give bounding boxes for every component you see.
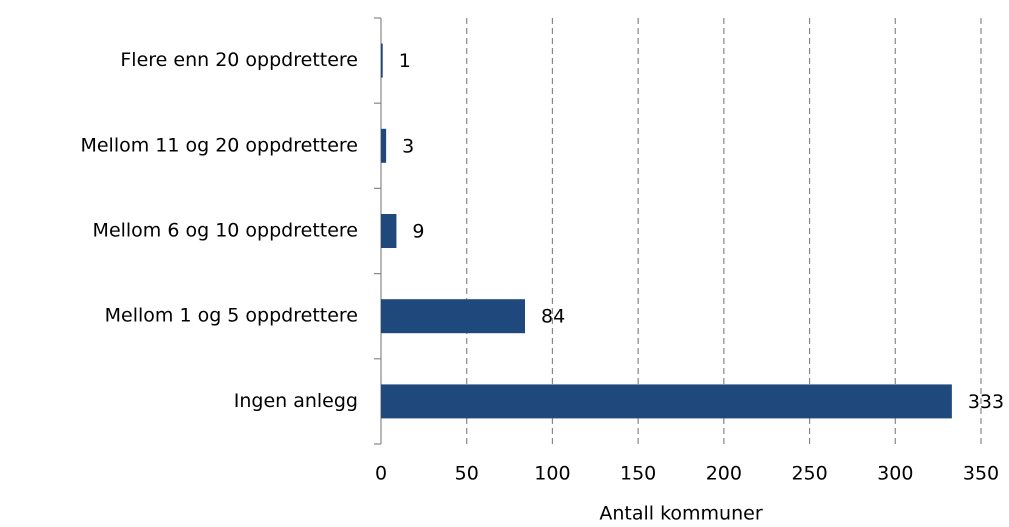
y-tick-label: Flere enn 20 oppdrettere <box>120 49 358 71</box>
bar <box>381 128 387 163</box>
value-label: 3 <box>402 135 414 157</box>
value-label: 1 <box>399 50 411 72</box>
bar <box>381 384 952 419</box>
x-tick-label: 0 <box>375 463 387 485</box>
value-label: 9 <box>412 221 424 243</box>
x-tick-label: 200 <box>706 463 742 485</box>
y-tick-label: Mellom 6 og 10 oppdrettere <box>93 220 358 242</box>
y-tick-label: Mellom 11 og 20 oppdrettere <box>80 134 358 156</box>
bar <box>381 43 383 78</box>
bar <box>381 214 397 248</box>
x-tick-label: 300 <box>877 463 913 485</box>
x-tick-label: 50 <box>455 463 479 485</box>
bar <box>381 299 525 334</box>
x-axis-label: Antall kommuner <box>599 503 762 525</box>
x-tick-label: 250 <box>791 463 827 485</box>
y-tick-label: Mellom 1 og 5 oppdrettere <box>105 305 358 327</box>
value-label: 333 <box>968 391 1004 413</box>
x-tick-label: 150 <box>620 463 656 485</box>
y-tick-label: Ingen anlegg <box>234 390 358 412</box>
value-label: 84 <box>541 306 565 328</box>
x-tick-label: 100 <box>534 463 570 485</box>
x-tick-label: 350 <box>963 463 999 485</box>
